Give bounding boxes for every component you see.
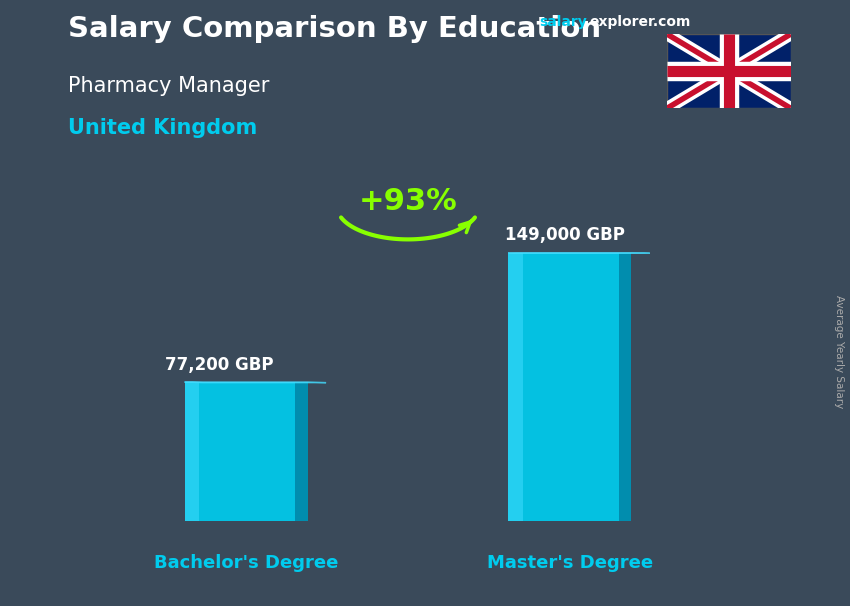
Text: Pharmacy Manager: Pharmacy Manager (68, 76, 269, 96)
FancyBboxPatch shape (184, 382, 308, 521)
Text: explorer.com: explorer.com (589, 15, 690, 29)
Text: Average Yearly Salary: Average Yearly Salary (834, 295, 844, 408)
FancyBboxPatch shape (184, 382, 200, 521)
FancyBboxPatch shape (508, 253, 632, 521)
FancyBboxPatch shape (619, 253, 632, 521)
Text: +93%: +93% (359, 187, 457, 216)
Text: Master's Degree: Master's Degree (487, 554, 653, 573)
Text: 149,000 GBP: 149,000 GBP (505, 227, 625, 244)
FancyBboxPatch shape (508, 253, 523, 521)
Text: 77,200 GBP: 77,200 GBP (165, 356, 274, 374)
Text: Salary Comparison By Education: Salary Comparison By Education (68, 15, 601, 43)
Text: salary: salary (540, 15, 587, 29)
Text: United Kingdom: United Kingdom (68, 118, 258, 138)
FancyBboxPatch shape (295, 382, 308, 521)
Text: Bachelor's Degree: Bachelor's Degree (154, 554, 338, 573)
